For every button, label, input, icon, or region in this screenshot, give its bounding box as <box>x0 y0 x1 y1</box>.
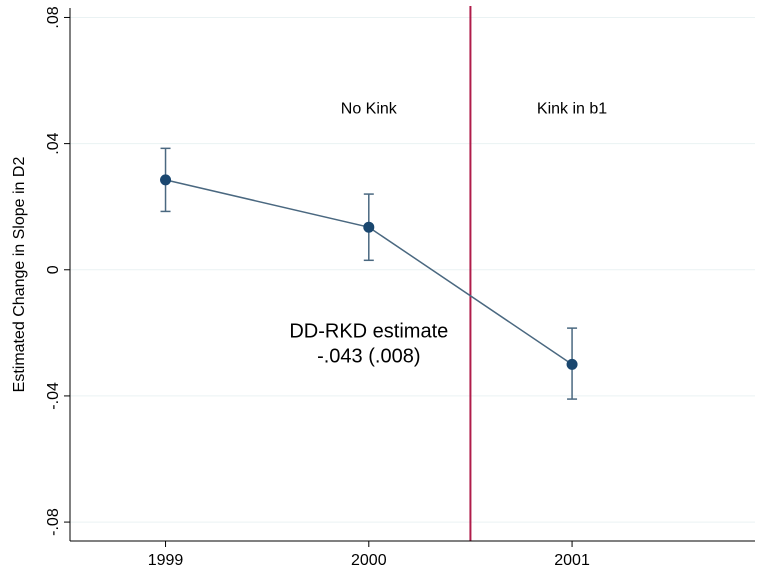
annotation-1: Kink in b1 <box>537 101 607 118</box>
y-tick-label: -.08 <box>45 508 62 536</box>
annotation-0: No Kink <box>341 101 398 118</box>
y-tick-label: .04 <box>45 132 62 154</box>
data-point-1999 <box>160 174 172 186</box>
region-annotations: No Kink Kink in b1 <box>341 101 608 118</box>
y-ticks: .08 .04 0 -.04 -.08 <box>45 6 70 536</box>
x-tick-label: 2000 <box>351 552 387 569</box>
x-ticks: 1999 2000 2001 <box>148 541 590 569</box>
grid-lines <box>70 16 755 523</box>
data-point-2001 <box>566 358 578 370</box>
data-points <box>160 174 578 370</box>
estimate-note-line1: DD-RKD estimate <box>289 321 448 343</box>
y-axis-label: Estimated Change in Slope in D2 <box>11 157 28 393</box>
data-point-2000 <box>363 221 375 233</box>
y-tick-label: .08 <box>45 6 62 28</box>
x-tick-label: 1999 <box>148 552 184 569</box>
x-tick-label: 2001 <box>554 552 590 569</box>
y-tick-label: 0 <box>45 265 62 274</box>
axes <box>69 8 755 542</box>
estimate-note-line2: -.043 (.008) <box>317 346 420 368</box>
y-tick-label: -.04 <box>45 382 62 410</box>
